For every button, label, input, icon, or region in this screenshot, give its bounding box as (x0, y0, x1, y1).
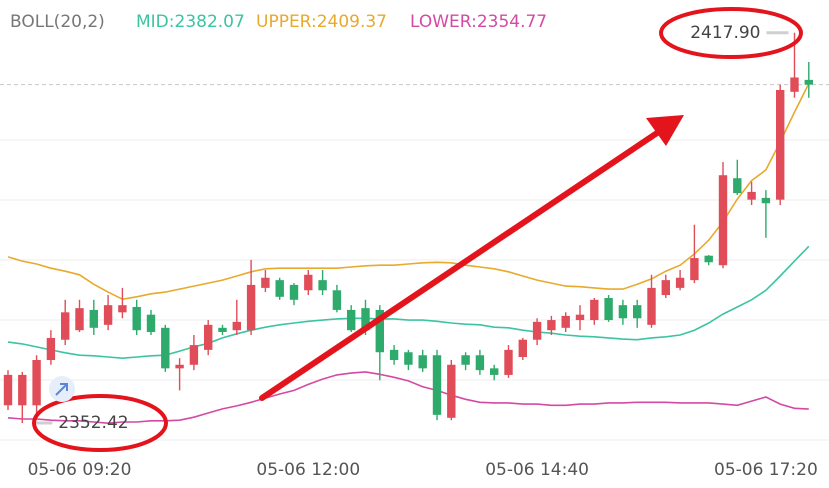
legend-entry: UPPER:2409.37 (256, 12, 387, 32)
candle-body (490, 368, 499, 375)
candle-body (504, 349, 513, 375)
candle-body (418, 355, 427, 369)
candle-body (189, 345, 199, 365)
candle-body (246, 284, 256, 331)
candle-body (532, 321, 542, 340)
bollinger-bands (7, 83, 810, 425)
highlight-ellipse (32, 394, 168, 452)
candle-body (776, 90, 785, 200)
candle-body (404, 352, 413, 365)
candle-body (432, 355, 442, 415)
x-tick-label: 05-06 12:00 (256, 460, 360, 480)
x-tick-label: 05-06 17:20 (714, 460, 818, 480)
highlight-ellipse (659, 7, 803, 59)
candle-body (175, 364, 184, 369)
candle-body (618, 305, 628, 319)
candle-body (590, 299, 599, 321)
candle-body (332, 290, 342, 310)
candle-body (389, 349, 399, 360)
legend-entry: LOWER:2354.77 (410, 12, 547, 32)
candle-body (575, 314, 585, 321)
candles (3, 32, 813, 424)
candle-body (275, 280, 284, 297)
markup-overlay (32, 7, 803, 452)
annotation-label: 2352.42 (58, 413, 128, 433)
candle-body (261, 277, 270, 288)
candle-body (361, 308, 370, 331)
candle-body (3, 374, 13, 406)
candle-body (146, 314, 156, 332)
x-tick-label: 05-06 14:40 (485, 460, 589, 480)
indicator-title: BOLL(20,2) (10, 12, 105, 32)
candle-body (633, 305, 642, 319)
candle-body (475, 355, 485, 371)
candle-body (661, 280, 670, 296)
candle-body (318, 280, 327, 291)
arrow-head (646, 115, 684, 146)
candle-body (103, 305, 113, 325)
candle-body (18, 374, 27, 406)
icon (49, 376, 75, 402)
candle-body (75, 308, 84, 331)
candle-body (375, 309, 384, 353)
candle-body (461, 355, 470, 365)
candle-body (118, 305, 127, 313)
candle-body (761, 197, 771, 204)
band-line (7, 245, 810, 360)
candle-body (347, 309, 356, 331)
candle-body (218, 327, 227, 332)
candle-body (32, 360, 41, 406)
band-line (7, 83, 810, 301)
legend-entry: MID:2382.07 (136, 12, 245, 32)
candle-body (304, 274, 313, 291)
candle-body (289, 284, 299, 300)
x-axis: 05-06 09:20 05-06 12:00 05-06 14:40 05-06 1… (28, 460, 818, 480)
candle-body (161, 327, 170, 369)
x-tick-label: 05-06 09:20 (28, 460, 132, 480)
candle-body (46, 337, 56, 360)
candle-body (447, 364, 456, 418)
candle-body (604, 298, 613, 321)
candle-body (747, 191, 756, 200)
legend: BOLL(20,2) MID:2382.07 UPPER:2409.37 LOWER… (10, 12, 547, 32)
candle-body (204, 324, 213, 350)
trend-arrow (259, 128, 663, 401)
candle-body (547, 320, 556, 331)
candle-body (690, 258, 699, 281)
candle-body (518, 339, 527, 358)
candle-body (61, 312, 70, 340)
candle-body (704, 255, 713, 263)
icon-arrow (55, 383, 68, 396)
candle-body (561, 315, 570, 328)
candle-body (804, 79, 813, 85)
candle-body (733, 178, 742, 194)
candle-body (89, 309, 98, 328)
candle-body (647, 287, 656, 325)
band-line (7, 371, 809, 425)
candle-body (232, 321, 241, 331)
annotation-label: 2417.90 (690, 23, 760, 43)
candle-body (132, 306, 141, 331)
candle-body (718, 175, 728, 266)
annotations: 2417.90 2352.42 (34, 23, 789, 433)
candle-body (675, 277, 685, 288)
candle-body (790, 77, 799, 92)
